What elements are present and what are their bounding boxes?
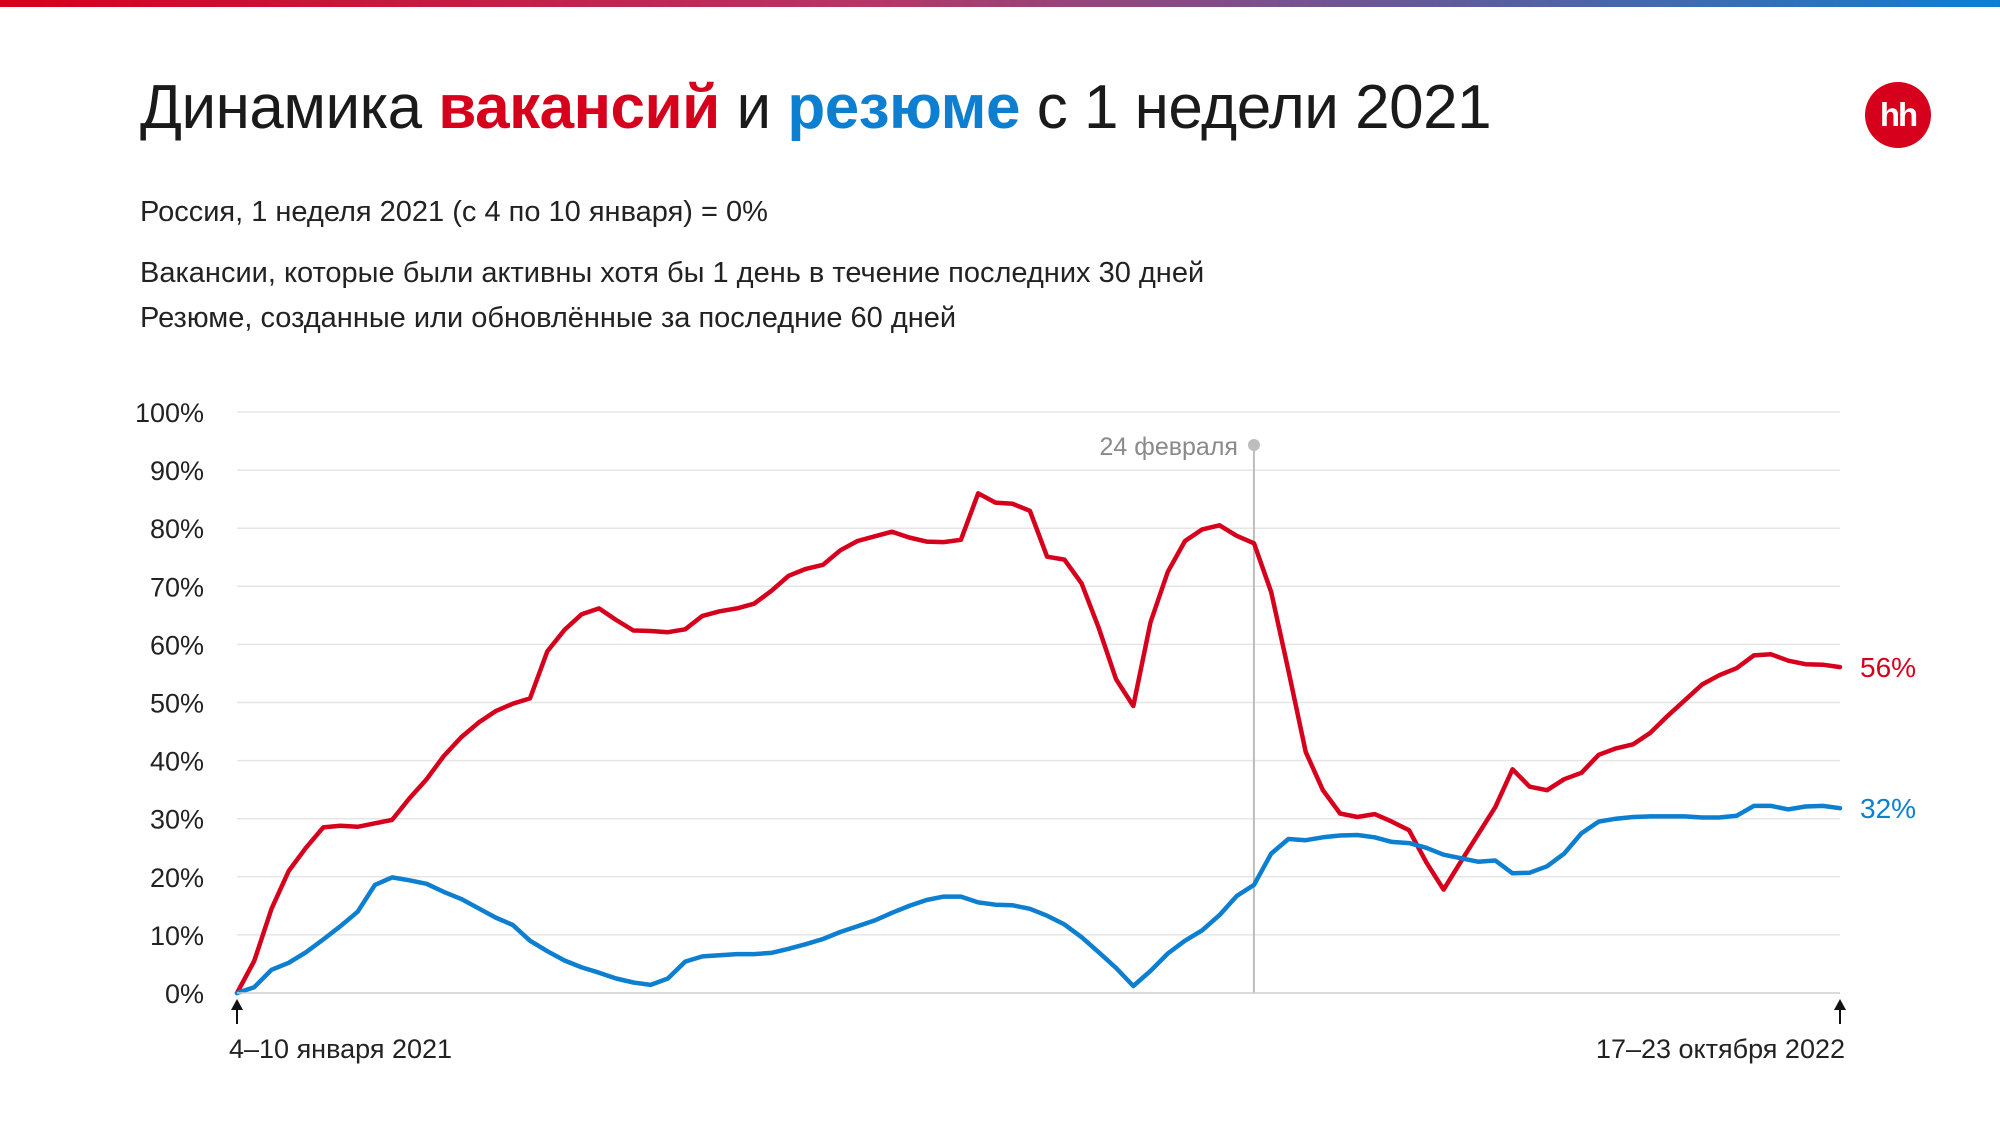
title-resumes: резюме	[787, 73, 1020, 142]
y-tick-label: 20%	[150, 863, 204, 893]
grid-lines	[237, 411, 1840, 936]
y-tick-label: 0%	[165, 979, 204, 1009]
title-part-2: и	[719, 73, 788, 142]
title-part-3: с 1 недели 2021	[1020, 73, 1492, 142]
x-arrowhead-end	[1834, 999, 1846, 1010]
note-vacancies: Вакансии, которые были активны хотя бы 1…	[140, 257, 1205, 289]
y-tick-label: 50%	[150, 689, 204, 719]
end-label-vacancies: 56%	[1860, 652, 1916, 683]
subtitle: Россия, 1 неделя 2021 (с 4 по 10 января)…	[140, 196, 768, 228]
x-end-label: 17–23 октября 2022	[1596, 1034, 1845, 1064]
hh-logo: hh	[1865, 82, 1931, 148]
annotation-label: 24 февраля	[1100, 433, 1238, 461]
end-label-resumes: 32%	[1860, 793, 1916, 824]
y-tick-label: 30%	[150, 805, 204, 835]
y-tick-label: 80%	[150, 514, 204, 544]
february-24-marker: 24 февраля	[1100, 433, 1260, 993]
top-gradient-bar	[0, 0, 2000, 7]
y-tick-label: 40%	[150, 747, 204, 777]
title-vacancies: вакансий	[438, 73, 720, 142]
page-title: Динамика вакансий и резюме с 1 недели 20…	[140, 72, 1492, 143]
y-axis-ticks: 0% 10% 20% 30% 40% 50% 60% 70% 80% 90% 100%	[135, 398, 204, 1009]
y-tick-label: 10%	[150, 921, 204, 951]
title-part-1: Динамика	[140, 73, 439, 142]
series-line-vacancies	[234, 491, 1843, 996]
series-line-resumes	[234, 803, 1843, 996]
note-resumes: Резюме, созданные или обновлённые за пос…	[140, 302, 957, 334]
x-axis: 4–10 января 2021 17–23 октября 2022	[229, 992, 1846, 1064]
y-tick-label: 90%	[150, 456, 204, 486]
y-tick-label: 60%	[150, 630, 204, 660]
y-tick-label: 70%	[150, 572, 204, 602]
logo-text: hh	[1879, 96, 1918, 133]
x-arrowhead-start	[231, 999, 243, 1010]
series-lines: 56% 32%	[234, 491, 1916, 996]
x-start-label: 4–10 января 2021	[229, 1034, 452, 1064]
annotation-dot	[1247, 439, 1260, 451]
y-tick-label: 100%	[135, 398, 204, 428]
